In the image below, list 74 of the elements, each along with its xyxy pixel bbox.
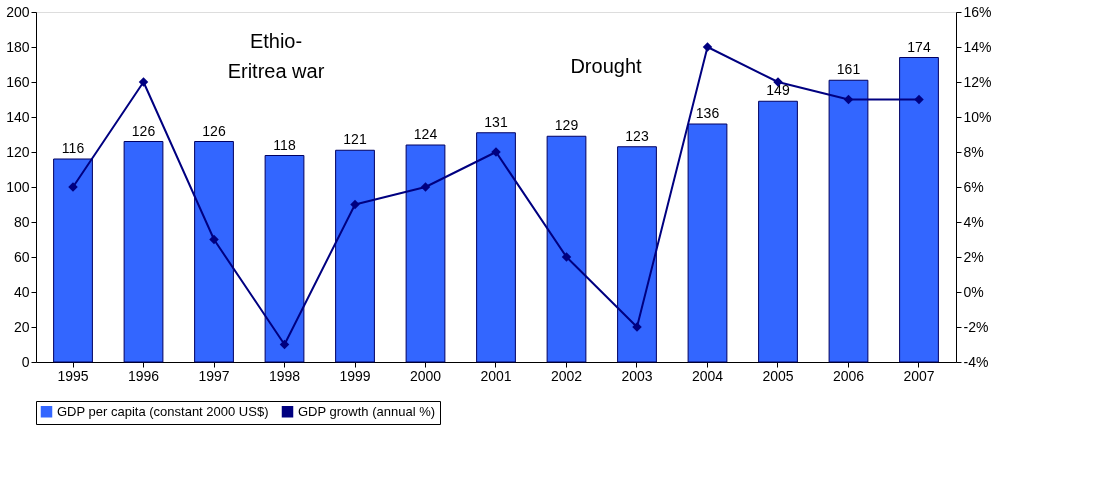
bar [194, 141, 234, 363]
legend-label: GDP growth (annual %) [298, 403, 436, 419]
data-label: 126 [131, 122, 156, 139]
bar [476, 132, 516, 363]
bar [123, 141, 164, 363]
point [843, 94, 854, 105]
data-label: 136 [695, 105, 720, 121]
y2-tick-label: 12% [963, 73, 992, 90]
point [138, 77, 149, 87]
y-tick-label: 160 [6, 73, 30, 90]
y2-tick-label: 16% [963, 3, 992, 20]
x-tick-label: 2007 [903, 367, 935, 384]
x-tick-label: 2003 [621, 367, 653, 384]
point [279, 339, 290, 350]
point [209, 234, 219, 245]
bar [546, 135, 587, 363]
point [914, 94, 924, 105]
y-tick-label: 100 [6, 178, 30, 195]
x-tick-label: 2006 [832, 367, 865, 384]
data-label: 149 [766, 82, 790, 99]
y2-tick-label: -2% [963, 318, 989, 335]
annotation: Ethio- Eritrea war [227, 30, 325, 82]
point [350, 199, 360, 210]
y-tick-label: 40 [13, 283, 30, 300]
y-tick-label: 120 [6, 143, 30, 160]
bar [264, 155, 305, 363]
bar [405, 144, 446, 363]
legend-label: GDP per capita (constant 2000 US$) [57, 403, 269, 419]
data-label: 118 [273, 136, 296, 153]
bar [687, 123, 728, 363]
data-label: 129 [554, 117, 579, 134]
x-tick-label: 2005 [762, 367, 794, 384]
y2-tick-label: 8% [963, 143, 984, 160]
bar [335, 149, 375, 363]
y2-tick-label: 2% [963, 248, 984, 265]
x-tick-label: 2002 [550, 367, 583, 384]
x-tick-label: 1996 [127, 367, 160, 384]
y2-tick-label: 0% [963, 283, 984, 300]
data-label: 161 [836, 61, 861, 78]
bar [53, 158, 93, 363]
data-label: 124 [413, 126, 438, 142]
data-label: 131 [484, 113, 508, 130]
data-label: 121 [343, 131, 367, 148]
x-tick-label: 2004 [691, 367, 724, 384]
y-tick-label: 0 [21, 353, 30, 370]
y2-tick-label: 4% [963, 213, 984, 230]
point [420, 182, 431, 192]
x-tick-label: 2000 [409, 367, 442, 384]
y-tick-label: 80 [13, 213, 30, 230]
y-tick-label: 200 [6, 3, 30, 20]
y2-tick-label: -4% [963, 353, 989, 370]
y-tick-label: 140 [6, 108, 30, 125]
x-tick-label: 1999 [339, 367, 371, 384]
y-tick-label: 60 [13, 248, 30, 265]
y-tick-label: 180 [6, 38, 30, 55]
y2-tick-label: 6% [963, 178, 984, 195]
x-tick-label: 1998 [268, 367, 301, 384]
x-tick-label: 1995 [57, 367, 89, 384]
point [561, 252, 572, 262]
data-label: 123 [625, 127, 649, 144]
data-label: 126 [202, 122, 226, 139]
bar [617, 146, 657, 363]
data-label: 116 [61, 140, 85, 156]
y-tick-label: 20 [13, 318, 30, 335]
y2-tick-label: 14% [963, 38, 992, 55]
annotation: Drought [570, 55, 643, 77]
x-tick-label: 1997 [198, 367, 230, 384]
point [702, 42, 713, 52]
bar [828, 79, 869, 363]
bar [758, 100, 798, 363]
x-tick-label: 2001 [480, 367, 512, 384]
bar [899, 57, 939, 363]
data-label: 174 [907, 38, 931, 55]
y2-tick-label: 10% [963, 108, 992, 125]
